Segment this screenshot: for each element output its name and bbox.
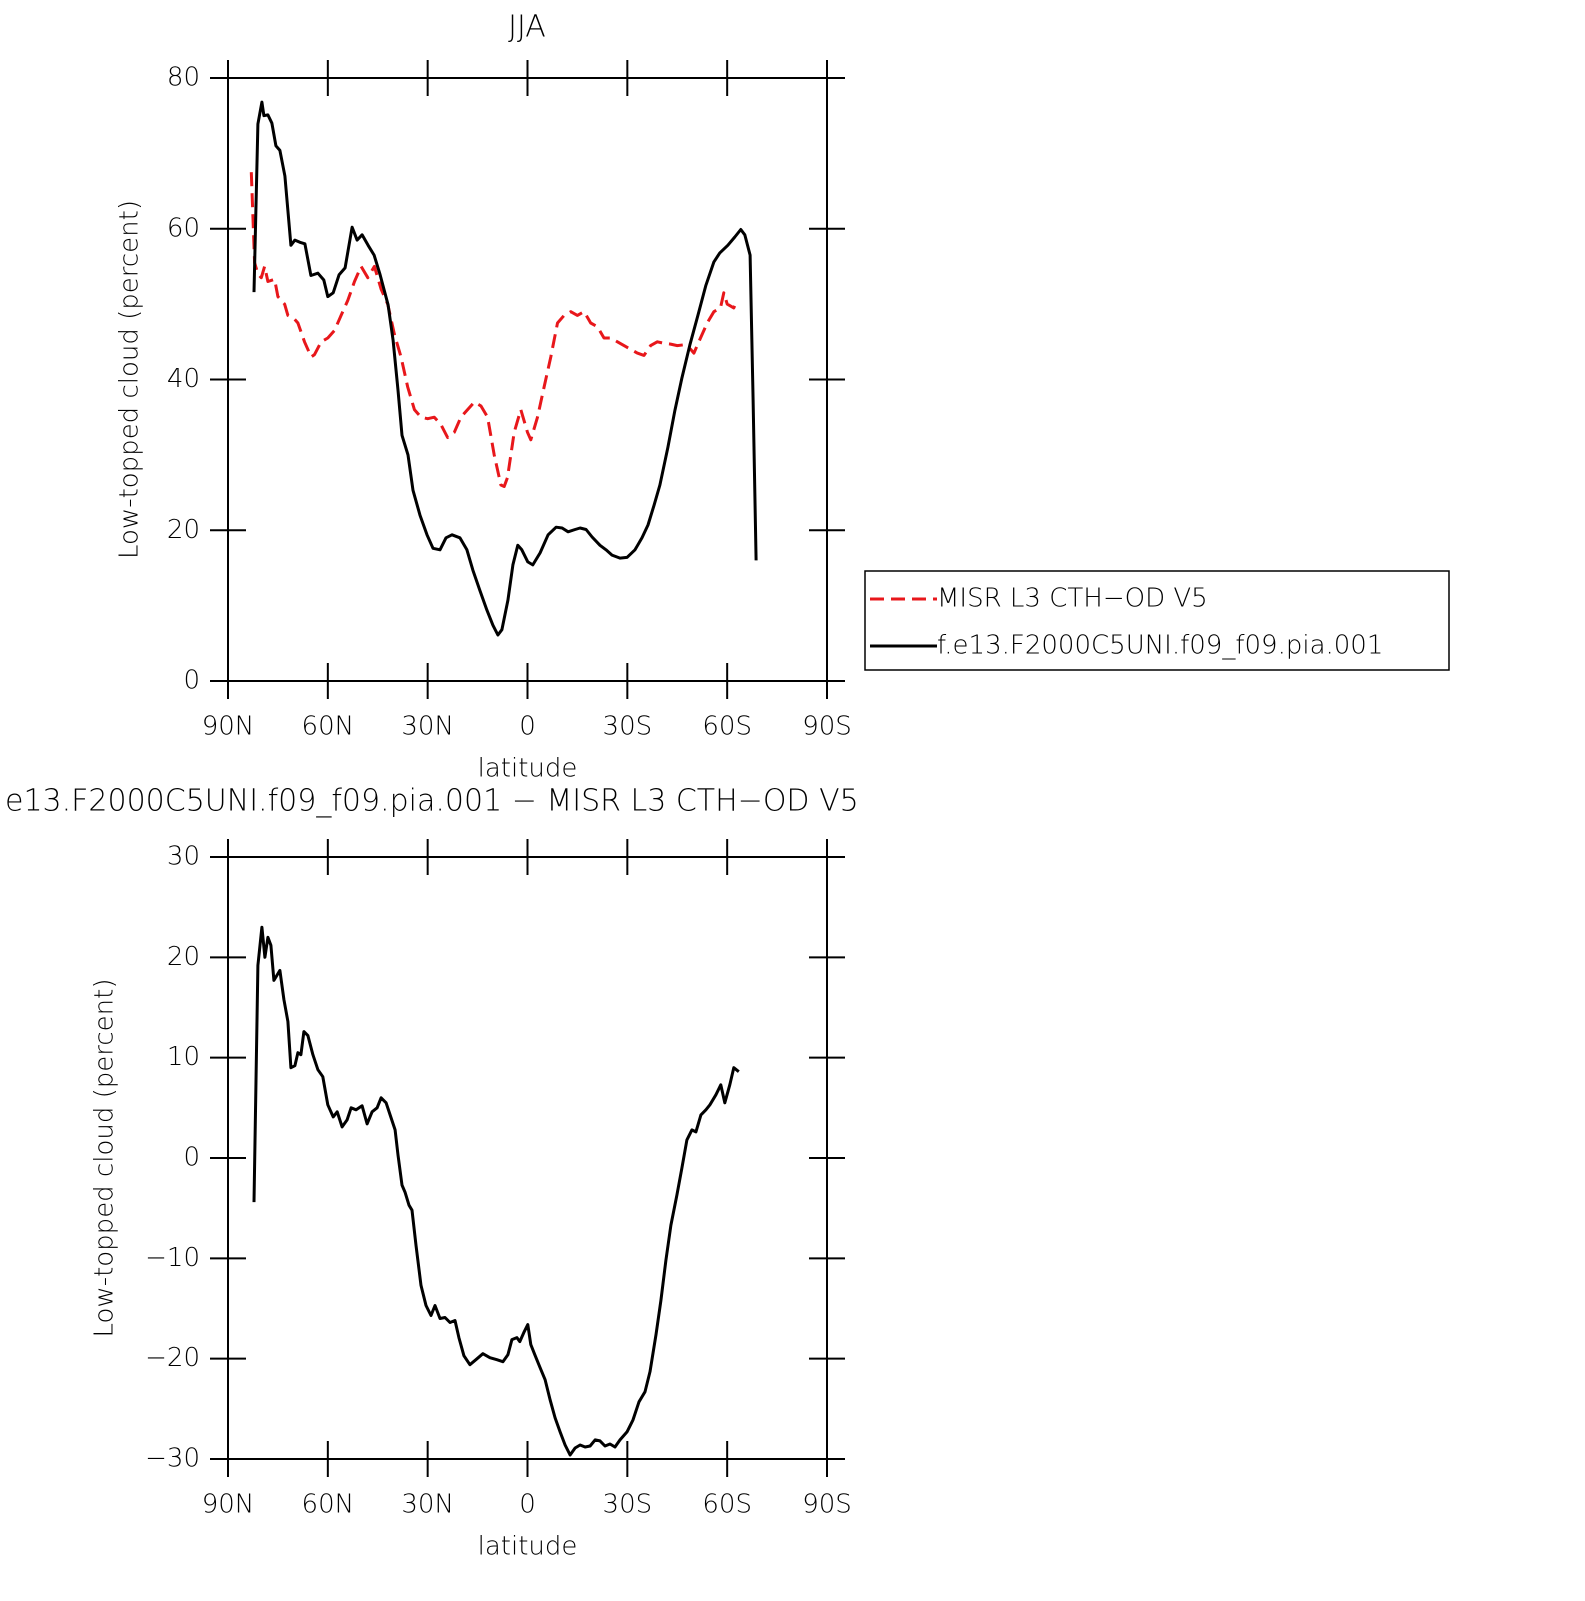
x-tick-label: 90S — [802, 1490, 852, 1520]
x-tick-label: 0 — [519, 712, 536, 742]
x-tick-label: 60N — [302, 712, 355, 742]
plot-frame — [227, 77, 828, 682]
x-tick-label: 90N — [202, 1490, 255, 1520]
y-tick-label: 0 — [183, 666, 200, 696]
y-tick-label: 60 — [167, 213, 200, 243]
y-axis-label: Low-topped cloud (percent) — [115, 200, 145, 559]
x-tick-label: 60S — [702, 712, 752, 742]
y-tick-label: −10 — [145, 1243, 200, 1273]
y-tick-label: 40 — [167, 364, 200, 394]
legend-label: f.e13.F2000C5UNI.f09_f09.pia.001 — [937, 631, 1383, 661]
legend-label: MISR L3 CTH−OD V5 — [937, 584, 1208, 614]
y-axis-label: Low-topped cloud (percent) — [90, 979, 120, 1338]
x-axis-label: latitude — [478, 1532, 578, 1562]
y-tick-label: 20 — [167, 515, 200, 545]
y-tick-label: 80 — [167, 63, 200, 93]
plot-frame — [227, 856, 828, 1460]
y-tick-label: 30 — [167, 842, 200, 872]
y-tick-label: 10 — [167, 1042, 200, 1072]
data-line — [249, 172, 739, 488]
data-line — [252, 100, 758, 637]
x-tick-label: 60S — [702, 1490, 752, 1520]
x-tick-label: 0 — [519, 1490, 536, 1520]
chart-title: JJA — [508, 10, 546, 45]
x-axis-label: latitude — [478, 754, 578, 784]
y-tick-label: 20 — [167, 942, 200, 972]
data-line — [252, 925, 740, 1457]
y-tick-label: 0 — [183, 1143, 200, 1173]
x-tick-label: 60N — [302, 1490, 355, 1520]
x-tick-label: 30N — [401, 712, 454, 742]
x-tick-label: 90N — [202, 712, 255, 742]
x-tick-label: 90S — [802, 712, 852, 742]
x-tick-label: 30N — [401, 1490, 454, 1520]
x-tick-label: 30S — [603, 712, 653, 742]
y-tick-label: −30 — [145, 1444, 200, 1474]
x-tick-label: 30S — [603, 1490, 653, 1520]
legend-box — [864, 570, 1450, 671]
y-tick-label: −20 — [145, 1343, 200, 1373]
chart-title: e13.F2000C5UNI.f09_f09.pia.001 − MISR L3… — [5, 784, 859, 819]
